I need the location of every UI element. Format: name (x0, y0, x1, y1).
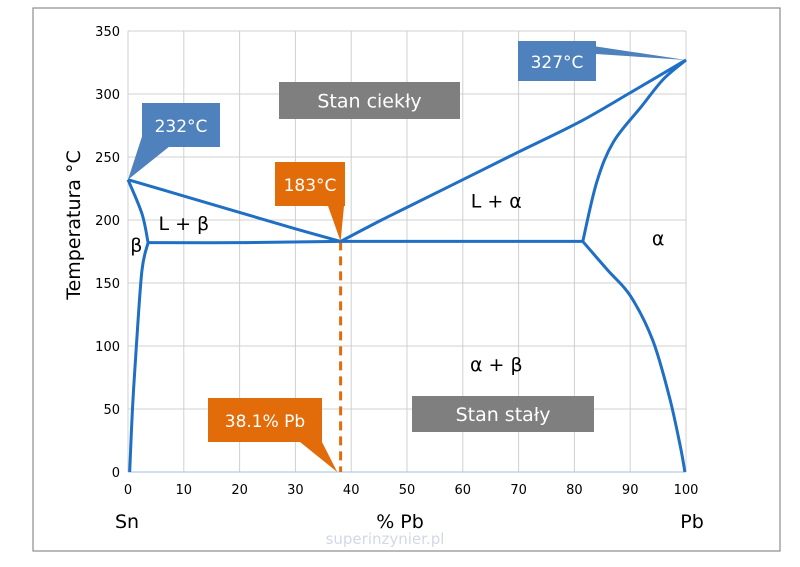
y-tick-label: 50 (103, 403, 120, 418)
region-label: α (652, 228, 665, 250)
y-tick-label: 350 (95, 25, 120, 40)
callout-327-c: 327°C (518, 41, 686, 81)
phase-boundary-line (126, 179, 150, 243)
right-end-label: Pb (680, 511, 704, 533)
x-tick-label: 0 (124, 483, 132, 498)
x-tick-label: 30 (287, 483, 304, 498)
svg-text:327°C: 327°C (531, 53, 584, 73)
y-tick-label: 0 (112, 466, 120, 481)
left-end-label: Sn (115, 511, 139, 533)
x-tick-label: 40 (343, 483, 360, 498)
y-tick-label: 250 (95, 151, 120, 166)
callout-38-1-pb: 38.1% Pb (208, 398, 338, 472)
phase-boundary-line (339, 58, 687, 243)
callout-232-c: 232°C (128, 103, 220, 180)
y-axis-label: Temperatura °C (63, 150, 85, 301)
x-axis-label: % Pb (376, 511, 424, 533)
callout-183-c: 183°C (275, 162, 345, 242)
y-tick-label: 150 (95, 277, 120, 292)
region-label: L + α (471, 190, 522, 212)
x-tick-label: 60 (455, 483, 472, 498)
phase-boundary-line (581, 58, 687, 242)
svg-text:Stan stały: Stan stały (456, 404, 551, 426)
x-tick-label: 10 (176, 483, 193, 498)
state-box-liquid: Stan ciekły (279, 82, 460, 119)
phase-boundary-line (148, 239, 583, 245)
figure-frame (32, 7, 781, 552)
svg-text:232°C: 232°C (155, 117, 208, 137)
x-tick-label: 100 (674, 483, 699, 498)
region-label: L + β (158, 213, 209, 235)
svg-text:Stan ciekły: Stan ciekły (317, 91, 421, 113)
state-box-solid: Stan stały (412, 396, 594, 432)
x-tick-label: 80 (566, 483, 583, 498)
phase-boundary-line (581, 240, 687, 473)
region-label: β (130, 235, 142, 257)
x-tick-label: 50 (399, 483, 416, 498)
phase-boundary-line (127, 178, 342, 243)
x-tick-label: 70 (510, 483, 527, 498)
watermark: superinzynier.pl (326, 530, 445, 548)
region-label: α + β (470, 354, 523, 376)
svg-text:183°C: 183°C (284, 176, 337, 196)
y-tick-label: 200 (95, 214, 120, 229)
x-tick-label: 20 (231, 483, 248, 498)
svg-text:38.1% Pb: 38.1% Pb (225, 412, 305, 432)
y-tick-label: 100 (95, 340, 120, 355)
y-tick-label: 300 (95, 88, 120, 103)
phase-boundary-line (128, 242, 150, 473)
x-tick-label: 90 (622, 483, 639, 498)
